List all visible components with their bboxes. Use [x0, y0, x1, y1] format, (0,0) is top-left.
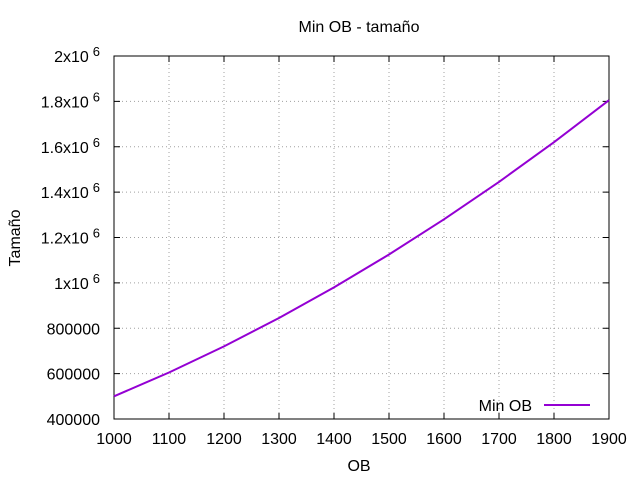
x-tick-label: 1700 [481, 431, 517, 448]
x-tick-label: 1000 [96, 431, 132, 448]
x-axis-label: OB [347, 458, 370, 475]
legend-label: Min OB [479, 398, 532, 415]
x-tick-label: 1900 [591, 431, 627, 448]
y-tick-label: 1x10 6 [54, 271, 100, 293]
y-tick-label: 1.8x10 6 [41, 89, 100, 111]
x-tick-label: 1400 [316, 431, 352, 448]
series-line-min-ob [113, 99, 610, 398]
y-tick-label: 600000 [47, 367, 100, 384]
y-tick-label: 800000 [47, 321, 100, 338]
y-axis-label: Tamaño [7, 209, 24, 266]
y-tick-label: 1.6x10 6 [41, 135, 100, 157]
chart-title: Min OB - tamaño [299, 19, 420, 36]
y-tick-label: 1.2x10 6 [41, 226, 100, 248]
x-tick-label: 1800 [536, 431, 572, 448]
x-tick-label: 1200 [206, 431, 242, 448]
grid [114, 56, 609, 419]
x-tick-label: 1600 [426, 431, 462, 448]
x-tick-label: 1500 [371, 431, 407, 448]
y-tick-label: 1.4x10 6 [41, 180, 100, 202]
ticks [113, 55, 610, 420]
legend: Min OB [479, 398, 590, 415]
tick-labels: 1000 1100 1200 1300 1400 1500 1600 1700 1800 1900… [41, 44, 627, 448]
series-layer [113, 99, 610, 398]
x-tick-label: 1300 [261, 431, 297, 448]
y-tick-label: 2x10 6 [54, 44, 100, 66]
x-tick-label: 1100 [152, 431, 187, 448]
y-tick-label: 400000 [47, 412, 100, 429]
